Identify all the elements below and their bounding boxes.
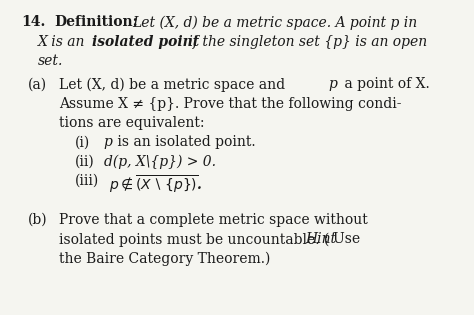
Text: Let (X, d) be a metric space and: Let (X, d) be a metric space and bbox=[59, 77, 290, 92]
Text: if the singleton set {p} is an open: if the singleton set {p} is an open bbox=[184, 35, 427, 49]
Text: Prove that a complete metric space without: Prove that a complete metric space witho… bbox=[59, 213, 368, 227]
Text: p: p bbox=[104, 135, 113, 149]
Text: (b): (b) bbox=[28, 213, 48, 227]
Text: : Use: : Use bbox=[324, 232, 360, 246]
Text: Hint: Hint bbox=[305, 232, 337, 246]
Text: Definition:: Definition: bbox=[55, 15, 138, 29]
Text: (i): (i) bbox=[75, 135, 90, 149]
Text: set.: set. bbox=[38, 54, 63, 68]
Text: Let (X, d) be a metric space. A point p in: Let (X, d) be a metric space. A point p … bbox=[133, 15, 418, 30]
Text: is an isolated point.: is an isolated point. bbox=[113, 135, 256, 149]
Text: (iii): (iii) bbox=[75, 174, 99, 188]
Text: Assume X ≠ {p}. Prove that the following condi-: Assume X ≠ {p}. Prove that the following… bbox=[59, 97, 402, 111]
Text: isolated points must be uncountable. (: isolated points must be uncountable. ( bbox=[59, 232, 329, 247]
Text: p: p bbox=[329, 77, 337, 91]
Text: d(p, X\{p}) > 0.: d(p, X\{p}) > 0. bbox=[104, 155, 216, 169]
Text: $p \notin \overline{(X\setminus\{p\})}$.: $p \notin \overline{(X\setminus\{p\})}$. bbox=[109, 174, 202, 196]
Text: X is an: X is an bbox=[38, 35, 90, 49]
Text: (a): (a) bbox=[28, 77, 47, 91]
Text: tions are equivalent:: tions are equivalent: bbox=[59, 116, 205, 130]
Text: 14.: 14. bbox=[21, 15, 46, 29]
Text: the Baire Category Theorem.): the Baire Category Theorem.) bbox=[59, 251, 271, 266]
Text: isolated point: isolated point bbox=[92, 35, 199, 49]
Text: (ii): (ii) bbox=[75, 155, 94, 169]
Text: a point of X.: a point of X. bbox=[340, 77, 430, 91]
